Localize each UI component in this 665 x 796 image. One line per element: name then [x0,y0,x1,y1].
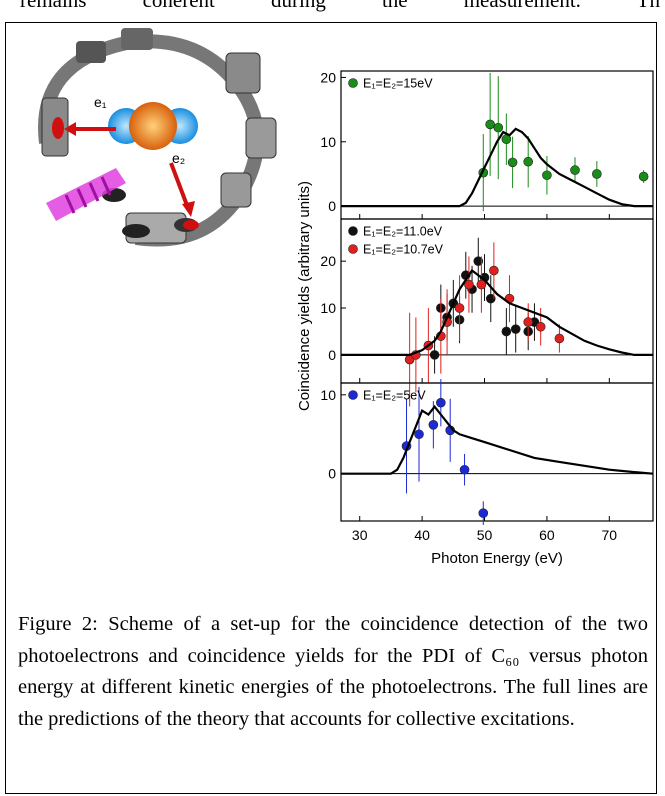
arrow [169,162,190,209]
data-point [554,333,565,344]
data-point [428,419,439,430]
x-tick-label: 40 [414,527,430,543]
y-tick-label: 0 [328,466,336,482]
figure-box: e₁ e₂ 0 10 20 E₁=E₂=15eV 0 10 20 Coincidence yi… [5,22,657,794]
detector [220,172,252,208]
x-tick-label: 60 [539,527,555,543]
detector [121,28,153,50]
theory-line [341,404,654,475]
y-tick-label: 10 [320,300,336,316]
data-point [429,350,440,360]
data-point [570,165,580,175]
detector [245,117,277,159]
figure: e₁ e₂ 0 10 20 E₁=E₂=15eV 0 10 20 Coincidence yi… [38,28,654,567]
data-point [535,321,546,332]
y-tick-label: 20 [320,69,336,85]
legend-marker [348,390,358,400]
data-point [507,157,518,168]
y-tick-label: 20 [320,253,336,269]
data-point [478,508,489,518]
molecule [129,102,177,150]
legend-label: E₁=E₂=10.7eV [363,243,444,257]
data-point [542,170,552,181]
plot-frame [340,70,654,220]
data-point [454,303,465,313]
data-point [523,156,534,167]
y-tick-label: 0 [328,198,336,214]
x-tick-label: 50 [477,527,493,543]
detector-face [52,117,64,139]
detector [225,52,261,94]
legend-label: E₁=E₂=15eV [363,77,433,91]
data-point [510,324,521,334]
data-point [473,256,484,266]
light-pulse-wave [64,176,112,214]
figure-caption: Figure 2: Scheme of a set-up for the coi… [18,613,648,730]
data-point [523,317,534,327]
data-point [414,429,424,440]
light-pulse [46,168,126,221]
data-point [459,464,470,475]
legend-label: E₁=E₂=11.0eV [363,225,443,239]
data-point [464,279,474,290]
y-tick-label: 10 [320,387,336,403]
plot-frame [340,382,654,522]
legend-label: E₁=E₂=5eV [363,389,426,403]
detector-face [183,220,199,230]
arrow-head [64,122,76,136]
illustration: e₁ e₂ [38,28,277,247]
data-point [476,279,487,290]
data-point [436,397,446,408]
legend-marker [348,78,358,88]
arrow-head [182,201,195,217]
x-tick-label: 70 [602,527,618,543]
legend-marker [348,244,358,254]
theory-line [341,127,653,208]
detector-face [122,224,150,238]
y-axis-label: Coincidence yields (arbitrary units) [296,181,313,411]
y-tick-label: 0 [328,347,336,363]
data-point [485,119,495,130]
data-point [501,326,512,337]
x-axis-label: Photon Energy (eV) [431,550,563,567]
body-text: remains coherent during the measurement.… [20,0,660,12]
legend-marker [348,226,358,236]
data-point [485,293,496,304]
detector [76,41,106,63]
theory-line [341,268,653,356]
data-point [638,171,649,182]
data-point [489,265,499,276]
x-tick-label: 30 [352,527,368,543]
electron-label: e₂ [172,150,185,166]
y-tick-label: 10 [320,134,336,150]
data-point [592,169,602,179]
data-point [493,122,504,133]
electron-label: e₁ [94,94,107,110]
